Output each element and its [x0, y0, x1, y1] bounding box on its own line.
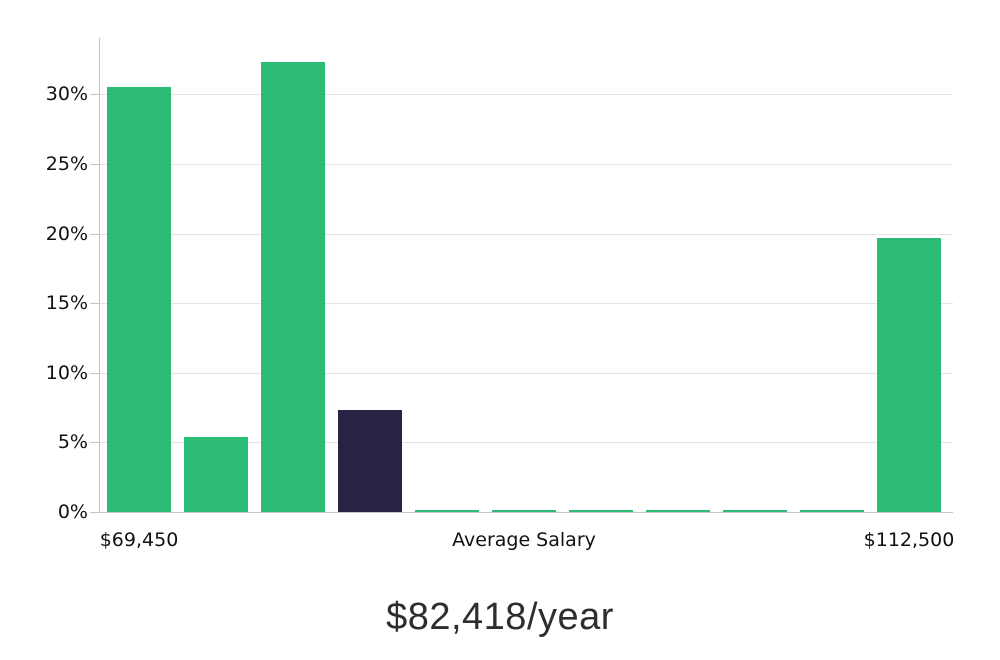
y-axis-tick [90, 442, 100, 443]
histogram-bar [877, 237, 941, 512]
gridline-25% [100, 164, 953, 165]
gridline-20% [100, 234, 953, 235]
histogram-bar [107, 87, 171, 512]
average-salary-bar [338, 410, 402, 512]
y-axis-tick-label: 15% [45, 292, 88, 314]
plot-area [100, 40, 953, 513]
y-axis-tick-label: 30% [45, 83, 88, 105]
x-axis-tick-label: $112,500 [863, 529, 955, 551]
gridline-10% [100, 373, 953, 374]
histogram-bar [646, 509, 710, 512]
y-axis-line [99, 38, 100, 512]
y-axis-tick-label: 10% [45, 362, 88, 384]
x-axis-tick-label: Average Salary [452, 529, 596, 551]
y-axis-tick-label: 25% [45, 153, 88, 175]
histogram-bar [261, 62, 325, 512]
x-axis-tick-label: $69,450 [99, 529, 179, 551]
y-axis-tick-label: 20% [45, 223, 88, 245]
y-axis-tick [90, 303, 100, 304]
gridline-30% [100, 94, 953, 95]
y-axis-tick [90, 234, 100, 235]
average-salary-title: $82,418/year [386, 596, 614, 638]
gridline-0% [100, 512, 953, 513]
histogram-bar [415, 509, 479, 512]
gridline-5% [100, 442, 953, 443]
histogram-bar [569, 509, 633, 512]
histogram-bar [723, 509, 787, 512]
y-axis-tick [90, 373, 100, 374]
y-axis-tick-label: 0% [57, 501, 88, 523]
y-axis-tick [90, 164, 100, 165]
y-axis-tick-label: 5% [57, 431, 88, 453]
y-axis-tick [90, 94, 100, 95]
histogram-bar [800, 509, 864, 512]
gridline-15% [100, 303, 953, 304]
histogram-bar [492, 509, 556, 512]
histogram-bar [184, 436, 248, 512]
y-axis-tick [90, 512, 100, 513]
